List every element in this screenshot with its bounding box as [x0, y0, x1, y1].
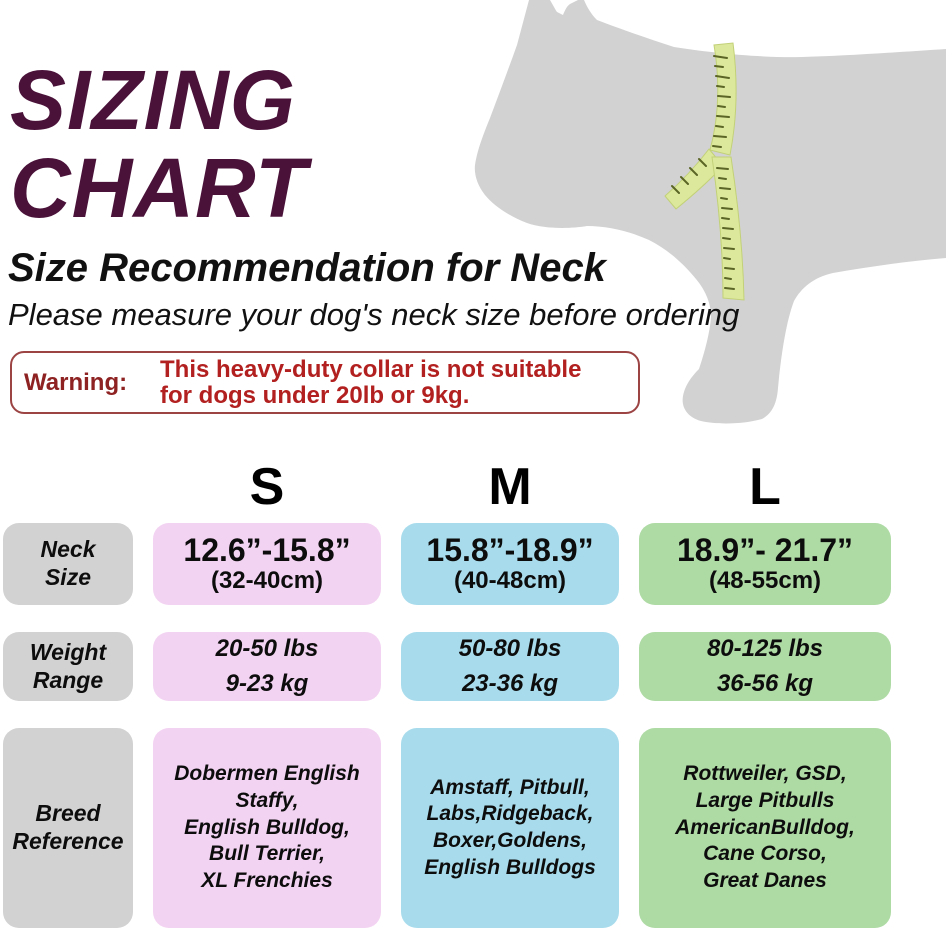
column-header-m: M [488, 458, 532, 516]
page-title: SIZING CHART [10, 53, 308, 235]
measuring-tape [664, 42, 745, 301]
row-label-neck-size: Neck Size [3, 523, 133, 605]
cell-neck-size-s: 12.6”-15.8” (32-40cm) [153, 523, 381, 605]
cell-breed-reference-m: Amstaff, Pitbull, Labs,Ridgeback, Boxer,… [401, 728, 619, 928]
weight-range-value: 80-125 lbs 36-56 kg [706, 635, 824, 697]
breed-list: Dobermen English Staffy, English Bulldog… [174, 762, 360, 892]
cell-weight-range-s: 20-50 lbs 9-23 kg [153, 632, 381, 701]
neck-size-value: 15.8”-18.9” [426, 532, 594, 568]
subtitle: Size Recommendation for Neck [8, 246, 606, 290]
row-label-breed-reference: Breed Reference [3, 728, 133, 928]
cell-neck-size-l: 18.9”- 21.7” (48-55cm) [639, 523, 891, 605]
dog-silhouette [474, 0, 946, 424]
warning-text: This heavy-duty collar is not suitable f… [160, 355, 582, 409]
weight-range-value: 50-80 lbs 23-36 kg [458, 635, 562, 697]
tagline: Please measure your dog's neck size befo… [8, 297, 740, 332]
cell-weight-range-m: 50-80 lbs 23-36 kg [401, 632, 619, 701]
size-table: Neck Size 12.6”-15.8” (32-40cm) 15.8”-18… [3, 523, 891, 928]
breed-list: Amstaff, Pitbull, Labs,Ridgeback, Boxer,… [424, 775, 596, 879]
tape-tick-marks [671, 55, 735, 290]
neck-size-cm: (32-40cm) [210, 566, 324, 594]
warning-label: Warning: [24, 368, 128, 396]
cell-neck-size-m: 15.8”-18.9” (40-48cm) [401, 523, 619, 605]
cell-weight-range-l: 80-125 lbs 36-56 kg [639, 632, 891, 701]
warning-box: Warning: This heavy-duty collar is not s… [10, 351, 640, 414]
row-label-weight-range: Weight Range [3, 632, 133, 701]
weight-range-value: 20-50 lbs 9-23 kg [215, 635, 319, 697]
neck-size-cm: (40-48cm) [453, 566, 567, 594]
dog-illustration [474, 0, 946, 424]
cell-breed-reference-l: Rottweiler, GSD, Large Pitbulls American… [639, 728, 891, 928]
size-table-headers: S M L [3, 455, 891, 519]
breed-list: Rottweiler, GSD, Large Pitbulls American… [675, 762, 855, 892]
neck-size-value: 18.9”- 21.7” [676, 532, 854, 568]
column-header-l: L [749, 458, 781, 516]
cell-breed-reference-s: Dobermen English Staffy, English Bulldog… [153, 728, 381, 928]
column-header-s: S [249, 458, 285, 516]
neck-size-value: 12.6”-15.8” [183, 532, 351, 568]
neck-size-cm: (48-55cm) [708, 566, 822, 594]
